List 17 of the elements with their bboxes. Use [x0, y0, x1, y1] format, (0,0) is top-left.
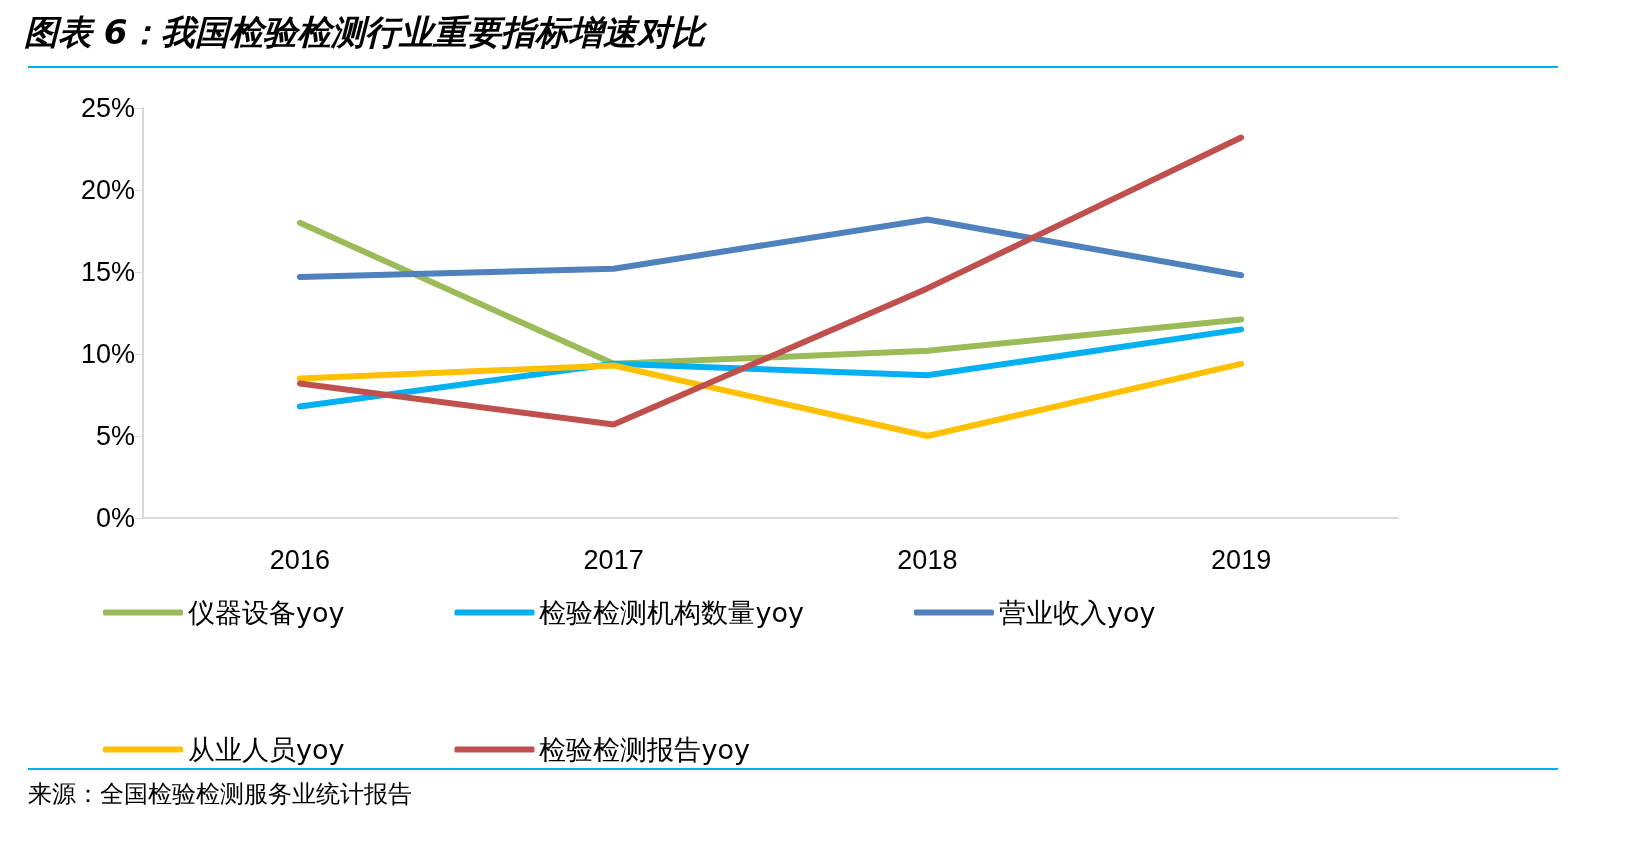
y-tick-label: 10%: [80, 339, 135, 369]
x-tick-label: 2016: [269, 544, 330, 575]
legend-label: 营业收入yoy: [998, 597, 1156, 628]
legend-label: 仪器设备yoy: [188, 597, 345, 628]
x-tick-label: 2017: [583, 544, 644, 575]
source-note: 来源：全国检验检测服务业统计报告: [27, 779, 413, 810]
legend-label: 检验检测报告yoy: [539, 734, 750, 765]
y-tick-label: 25%: [80, 93, 135, 123]
legend-label: 检验检测机构数量yoy: [539, 597, 804, 628]
y-tick-label: 15%: [80, 257, 135, 287]
x-tick-label: 2018: [897, 544, 958, 575]
legend-label: 从业人员yoy: [188, 734, 345, 765]
chart-title: 图表 6：我国检验检测行业重要指标增速对比: [23, 11, 708, 54]
y-tick-label: 5%: [95, 421, 135, 451]
x-tick-label: 2019: [1211, 544, 1272, 575]
y-tick-label: 0%: [95, 503, 135, 533]
y-tick-label: 20%: [80, 175, 135, 205]
